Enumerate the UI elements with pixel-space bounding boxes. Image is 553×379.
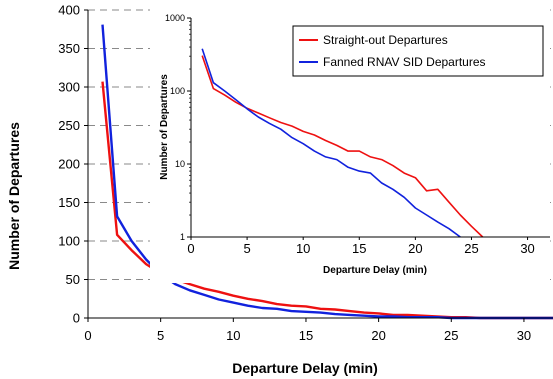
main-y-tick-label-350: 350 (58, 41, 80, 56)
inset-series-lines (201, 48, 484, 238)
main-x-tick-label-15: 15 (299, 328, 313, 343)
main-y-tick-label-300: 300 (58, 80, 80, 95)
main-y-tick-label-400: 400 (58, 3, 80, 18)
main-x-tick-label-30: 30 (517, 328, 531, 343)
legend-label-straight-out: Straight-out Departures (323, 33, 448, 47)
legend-box (292, 25, 544, 77)
inset-y-tick-label-1: 1 (180, 232, 185, 242)
main-axes (84, 9, 553, 322)
main-y-tick-label-150: 150 (58, 195, 80, 210)
inset-axes (187, 17, 550, 240)
inset-x-tick-label-0: 0 (187, 241, 194, 256)
inset-tick-labels: 1 10 100 1000 0 5 10 15 20 25 30 (165, 13, 535, 256)
legend-label-fanned-rnav: Fanned RNAV SID Departures (323, 55, 486, 69)
main-x-tick-label-5: 5 (157, 328, 164, 343)
inset-y-tick-label-10: 10 (175, 159, 185, 169)
main-x-tick-label-25: 25 (444, 328, 458, 343)
legend: Straight-out Departures Fanned RNAV SID … (292, 25, 544, 77)
main-x-tick-label-10: 10 (226, 328, 240, 343)
main-y-tick-label-50: 50 (66, 272, 80, 287)
main-y-tick-label-100: 100 (58, 234, 80, 249)
inset-series-line-1 (201, 48, 461, 238)
main-x-tick-label-0: 0 (84, 328, 91, 343)
inset-x-tick-label-30: 30 (520, 241, 534, 256)
main-y-tick-label-0: 0 (73, 311, 80, 326)
main-x-axis-label: Departure Delay (min) (232, 360, 377, 376)
inset-x-tick-label-20: 20 (408, 241, 422, 256)
inset-y-tick-label-1000: 1000 (165, 13, 185, 23)
inset-x-tick-label-10: 10 (296, 241, 310, 256)
inset-series-line-0 (201, 55, 484, 238)
inset-x-tick-label-15: 15 (352, 241, 366, 256)
inset-x-tick-label-25: 25 (464, 241, 478, 256)
inset-x-axis-label: Departure Delay (min) (323, 265, 427, 276)
main-x-tick-label-20: 20 (371, 328, 385, 343)
main-y-tick-label-200: 200 (58, 157, 80, 172)
inset-y-tick-label-100: 100 (170, 86, 185, 96)
inset-chart: 1 10 100 1000 0 5 10 15 20 25 30 Departure Delay (… (150, 3, 550, 283)
inset-x-tick-label-5: 5 (243, 241, 250, 256)
main-y-axis-label: Number of Departures (6, 122, 22, 270)
inset-y-axis-label: Number of Departures (159, 74, 170, 180)
main-y-tick-label-250: 250 (58, 118, 80, 133)
